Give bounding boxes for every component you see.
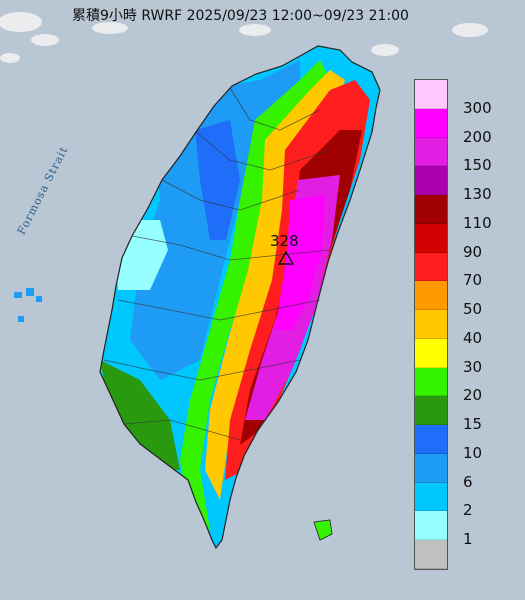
- legend-swatch: [415, 108, 447, 138]
- legend-swatch: [415, 540, 447, 569]
- legend-label: 150: [463, 156, 492, 175]
- legend-swatch: [415, 166, 447, 195]
- legend-swatch: [415, 281, 447, 310]
- max-rainfall-triangle-icon: [278, 251, 294, 265]
- legend-label: 30: [463, 357, 483, 376]
- legend-swatch: [415, 310, 447, 339]
- legend-label: 20: [463, 386, 483, 405]
- rain-zone-10mm: [195, 120, 240, 240]
- legend-label: 15: [463, 415, 483, 434]
- legend-label: 50: [463, 300, 483, 319]
- county-borders: [103, 87, 331, 441]
- legend-label: 70: [463, 271, 483, 290]
- legend-label: 10: [463, 443, 483, 462]
- legend-label: 110: [463, 213, 492, 232]
- legend-swatch: [415, 223, 447, 253]
- cloud-specks: [0, 12, 488, 63]
- legend-swatch: [415, 195, 447, 224]
- legend-swatch: [415, 482, 447, 512]
- map-title: 累積9小時 RWRF 2025/09/23 12:00~09/23 21:00: [72, 8, 409, 24]
- legend-label: 130: [463, 185, 492, 204]
- color-legend: [414, 79, 448, 570]
- legend-label: 300: [463, 98, 492, 117]
- legend-swatch: [415, 137, 447, 167]
- legend-label: 90: [463, 242, 483, 261]
- legend-swatch: [415, 80, 447, 109]
- rain-zone-15mm: [100, 360, 180, 470]
- legend-label: 2: [463, 501, 473, 520]
- legend-swatch: [415, 425, 447, 454]
- legend-label: 40: [463, 328, 483, 347]
- legend-swatch: [415, 511, 447, 540]
- max-rainfall-value: 328: [270, 232, 299, 250]
- legend-swatch: [415, 453, 447, 483]
- taiwan-coastline: [99, 45, 381, 550]
- legend-swatch: [415, 252, 447, 282]
- legend-label: 6: [463, 472, 473, 491]
- lanyu-island: [313, 519, 333, 541]
- legend-label: 200: [463, 127, 492, 146]
- legend-swatch: [415, 338, 447, 368]
- legend-swatch: [415, 367, 447, 397]
- legend-swatch: [415, 396, 447, 425]
- penghu-islands: [14, 288, 42, 322]
- legend-label: 1: [463, 530, 473, 549]
- rain-zone-200mm: [275, 195, 325, 330]
